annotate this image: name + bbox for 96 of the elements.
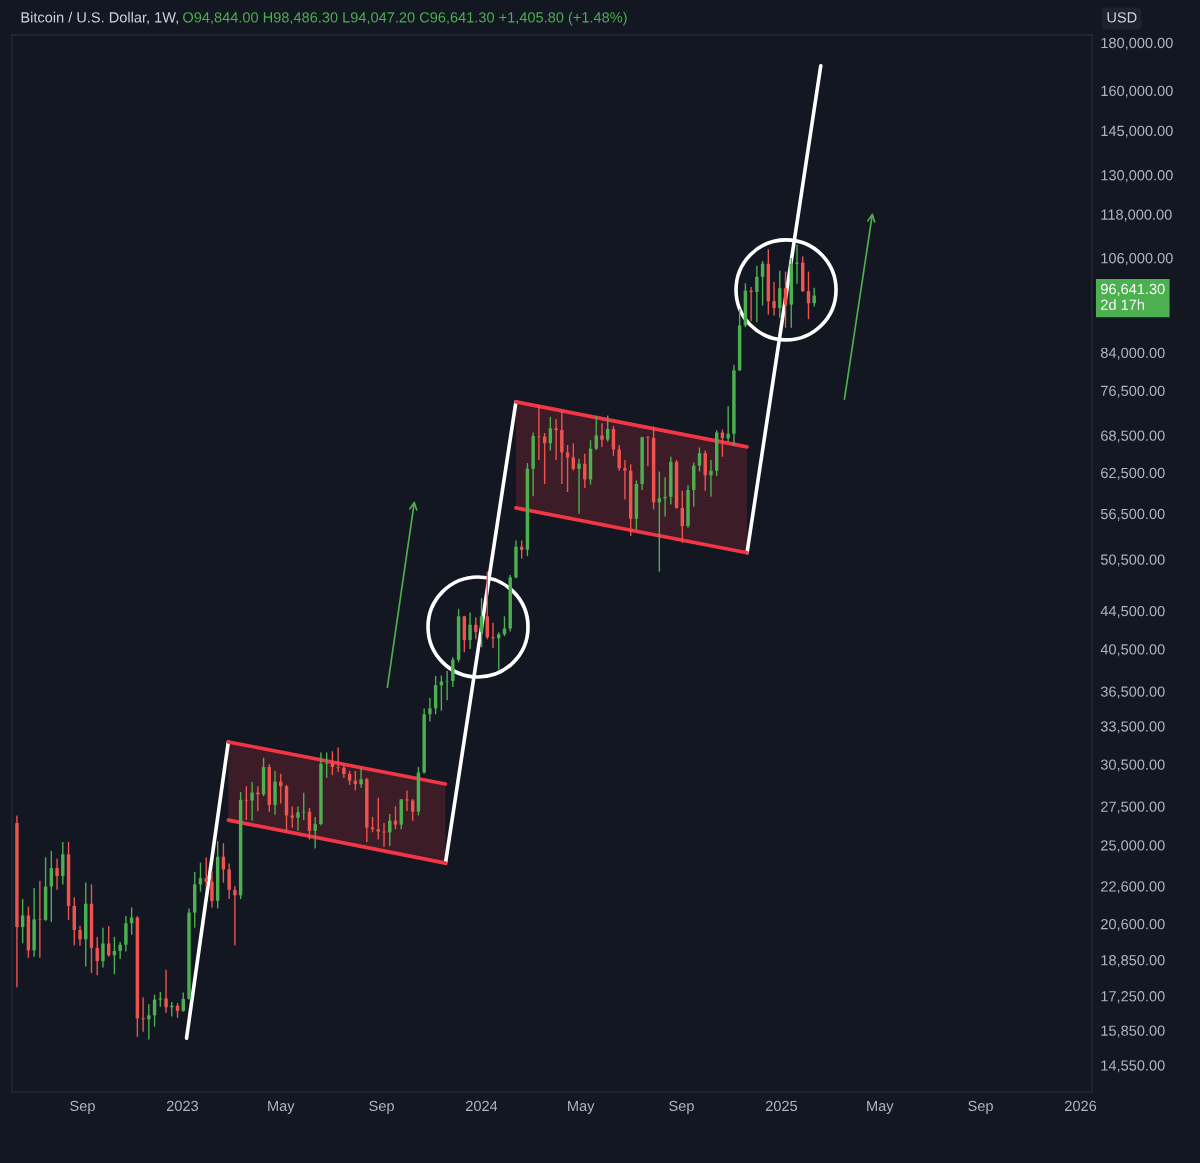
candlestick [313, 816, 317, 850]
candlestick [227, 862, 231, 900]
y-tick-label: 62,500.00 [1101, 467, 1165, 480]
y-tick-label: 44,500.00 [1100, 605, 1165, 618]
candlestick [491, 622, 495, 649]
candlestick [428, 697, 432, 723]
candlestick [141, 996, 145, 1033]
chart-title: Bitcoin / U.S. Dollar, 1W, [21, 11, 178, 25]
y-tick-label: 76,500.00 [1101, 385, 1165, 398]
candlestick [359, 766, 363, 789]
candlestick [795, 244, 799, 285]
y-tick-label: 180,000.00 [1101, 37, 1173, 50]
y-tick-label: 106,000.00 [1101, 253, 1173, 266]
x-tick-label: Sep [968, 1100, 993, 1114]
x-tick-label: May [568, 1100, 595, 1114]
candlestick [726, 405, 730, 443]
x-tick-label: 2026 [1065, 1100, 1097, 1112]
candlestick [600, 422, 604, 448]
candlestick [812, 287, 816, 308]
y-tick-label: 118,000.00 [1101, 209, 1172, 222]
candlestick [336, 746, 340, 773]
candlestick [697, 446, 702, 473]
candlestick [250, 781, 254, 822]
candlestick [106, 925, 111, 958]
candlestick [439, 674, 444, 712]
candlestick [497, 631, 501, 671]
candlestick [778, 270, 782, 319]
candlestick [376, 796, 380, 841]
x-tick-label: Sep [669, 1100, 694, 1114]
x-tick-label: Sep [369, 1100, 394, 1114]
candlestick [772, 281, 776, 317]
candlestick [560, 410, 564, 485]
chart-subtitle: O94,844.00 H98,486.30 L94,047.20 C96,641.30 +1,405.80 (+1.48%) [183, 11, 627, 26]
candlestick [451, 656, 455, 688]
candlestick [709, 459, 713, 498]
y-tick-label: 17,250.00 [1101, 991, 1165, 1004]
candlestick [646, 435, 650, 467]
candlestick [164, 969, 168, 1014]
candlestick [78, 925, 82, 947]
candlestick [554, 418, 558, 461]
candlestick [118, 941, 122, 960]
candlestick [577, 457, 581, 515]
x-tick-label: Sep [70, 1100, 95, 1114]
candlestick [204, 856, 208, 887]
y-tick-label: 20,600.00 [1101, 918, 1165, 932]
candlestick [61, 841, 65, 886]
y-tick-label: 14,550.00 [1101, 1060, 1165, 1073]
candlestick [38, 880, 42, 959]
candlestick [20, 898, 25, 944]
x-tick-label: 2025 [765, 1100, 798, 1112]
x-tick-label: 2023 [166, 1100, 199, 1112]
y-tick-label: 145,000.00 [1101, 125, 1173, 138]
y-tick-label: 50,500.00 [1100, 554, 1165, 567]
y-tick-label: 96,641.30 2d 17h [1101, 283, 1165, 310]
y-tick-label: 84,000.00 [1100, 347, 1165, 360]
y-tick-label: 130,000.00 [1101, 170, 1173, 183]
y-tick-label: 33,500.00 [1100, 721, 1165, 734]
candlestick [474, 616, 478, 640]
y-tick-label: 22,600.00 [1101, 881, 1165, 894]
candlestick [468, 611, 472, 650]
candlestick [617, 444, 621, 472]
y-tick-label: 160,000.00 [1101, 85, 1173, 98]
candlestick [393, 805, 398, 830]
candlestick [296, 805, 300, 832]
candlestick [147, 1003, 151, 1041]
y-tick-label: 40,500.00 [1100, 644, 1165, 657]
candlestick [324, 751, 329, 779]
candlestick [537, 404, 541, 461]
candlestick [55, 857, 59, 891]
candlestick [244, 785, 249, 821]
candlestick [273, 770, 277, 816]
candlestick [101, 927, 105, 969]
candlestick [290, 805, 294, 829]
candlestick [233, 885, 237, 946]
y-tick-label: 36,500.00 [1100, 686, 1165, 699]
y-tick-label: 18,850.00 [1101, 955, 1165, 968]
candlestick [623, 459, 627, 501]
candlestick [720, 428, 725, 458]
y-tick-label: 15,850.00 [1101, 1025, 1165, 1038]
candlestick [594, 415, 598, 451]
text: USD [1107, 12, 1137, 23]
x-tick-label: 2024 [466, 1100, 498, 1112]
candlestick [405, 789, 409, 812]
candlestick [749, 286, 753, 322]
candlestick [210, 870, 214, 909]
y-tick-label: 30,500.00 [1100, 759, 1165, 772]
y-tick-label: 56,500.00 [1100, 508, 1165, 521]
candlestick [124, 915, 128, 953]
x-tick-label: May [867, 1100, 894, 1114]
y-tick-label: 68,500.00 [1101, 430, 1165, 443]
y-tick-label: 25,000.00 [1101, 840, 1165, 853]
y-tick-label: 27,500.00 [1101, 801, 1165, 814]
candlestick [571, 442, 576, 472]
x-tick-label: May [268, 1100, 295, 1114]
candlestick [95, 936, 99, 977]
candlestick [755, 265, 759, 323]
